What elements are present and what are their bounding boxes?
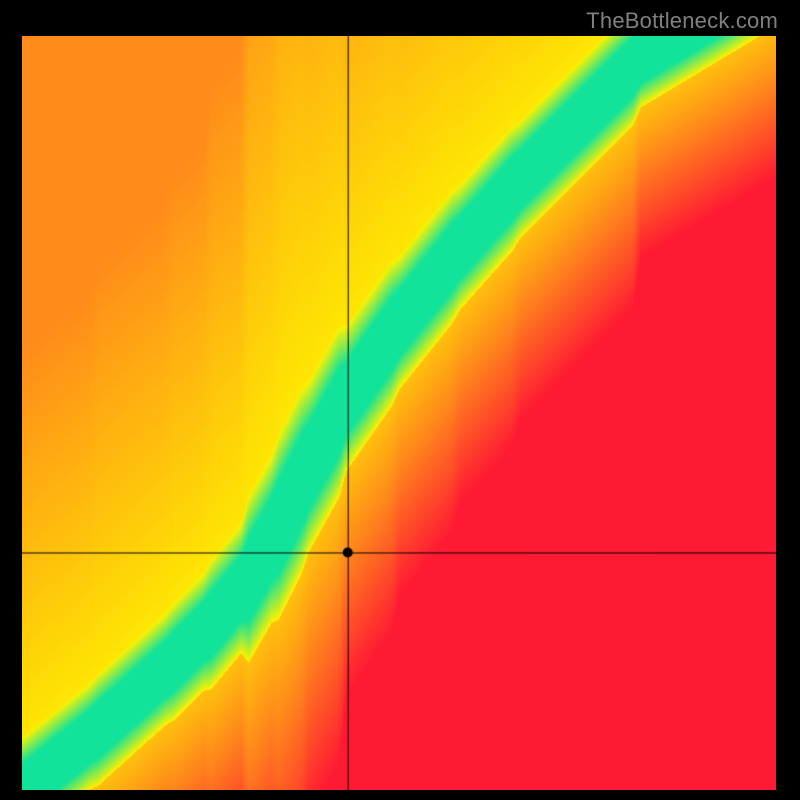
chart-container: TheBottleneck.com [0, 0, 800, 800]
watermark-text: TheBottleneck.com [586, 8, 778, 34]
heatmap-canvas [22, 36, 776, 790]
